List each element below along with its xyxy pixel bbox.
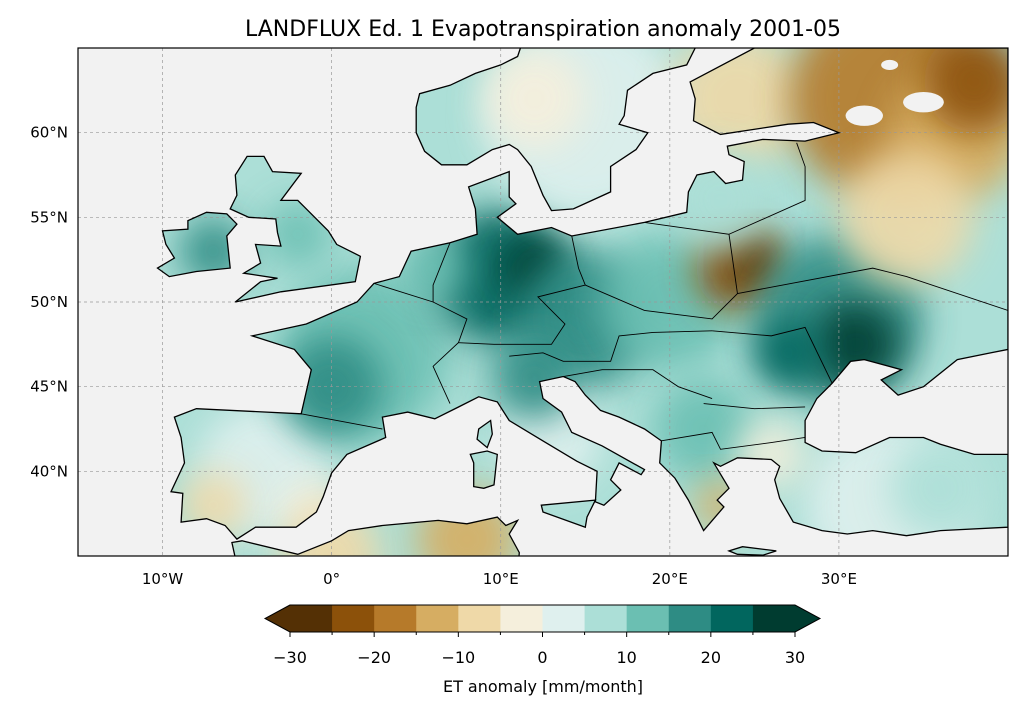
coastline-scandinavia [415,48,696,212]
coastline-europe [170,48,1008,540]
colorbar-segment [374,605,417,632]
country-border [585,221,738,320]
colorbar-segment [290,605,333,632]
coastline-corsica [476,419,493,449]
y-tick-label: 50°N [30,293,68,311]
coastline-britain [229,155,362,303]
colorbar-label: ET anomaly [mm/month] [443,677,643,696]
country-border [737,267,1008,311]
coastlines [156,48,1008,556]
colorbar-tick-label: −10 [441,648,475,667]
colorbar-segment [500,605,543,632]
anomaly-patch [652,378,755,480]
country-border [432,242,451,302]
colorbar-tick-label: −20 [357,648,391,667]
colorbar-tick-label: 30 [785,648,805,667]
colorbar-segment [752,605,796,632]
anomaly-patch [889,437,992,539]
country-border [712,326,833,384]
lake [881,59,899,71]
colorbar-segment [332,605,375,632]
anomaly-patch [483,48,586,150]
colorbar-segment [584,605,628,632]
lake [903,91,944,113]
country-border [301,413,383,430]
coastline-africa [231,516,520,556]
colorbar-extend-max [795,605,820,632]
y-tick-label: 55°N [30,208,68,226]
coastline-sardinia [469,450,499,489]
colorbar: −30 −20 −10 0 10 20 30 [263,604,822,667]
country-border [509,330,713,362]
country-border [728,142,806,235]
colorbar-segment [626,605,670,632]
anomaly-patch [923,48,1008,133]
country-border [458,235,586,345]
anomaly-patch [729,234,780,286]
colorbar-segment [458,605,501,632]
coastline-crete [727,546,777,556]
colorbar-tick-label: −30 [273,648,307,667]
y-tick-label: 40°N [30,462,68,480]
x-tick-label: 0° [323,570,340,588]
colorbar-tick-label: 0 [537,648,547,667]
map-frame [77,47,1009,557]
x-tick-label: 10°E [483,570,519,588]
y-tick-label: 45°N [30,378,68,396]
colorbar-segment [710,605,754,632]
anomaly-patch [754,318,822,387]
country-border [661,431,806,450]
lake [845,105,883,126]
x-tick-label: 20°E [652,570,688,588]
x-tick-label: 30°E [821,570,857,588]
x-tick-label: 10°W [142,570,184,588]
coastline-ireland [156,211,238,278]
colorbar-tick-label: 10 [616,648,636,667]
anomaly-patch [399,234,467,302]
country-border [373,282,468,404]
chart-title: LANDFLUX Ed. 1 Evapotranspiration anomal… [245,17,841,42]
colorbar-segment [542,605,586,632]
y-tick-label: 60°N [30,124,68,142]
colorbar-tick-label: 20 [701,648,721,667]
country-border [563,369,713,399]
axis-ticks: 10°W 0° 10°E 20°E 30°E 40°N 45°N 50°N 55°N 60°N [30,124,857,588]
country-border [703,403,806,410]
colorbar-segment [668,605,712,632]
coastline-sicily [540,499,597,529]
colorbar-extend-min [265,605,290,632]
colorbar-segment [416,605,459,632]
